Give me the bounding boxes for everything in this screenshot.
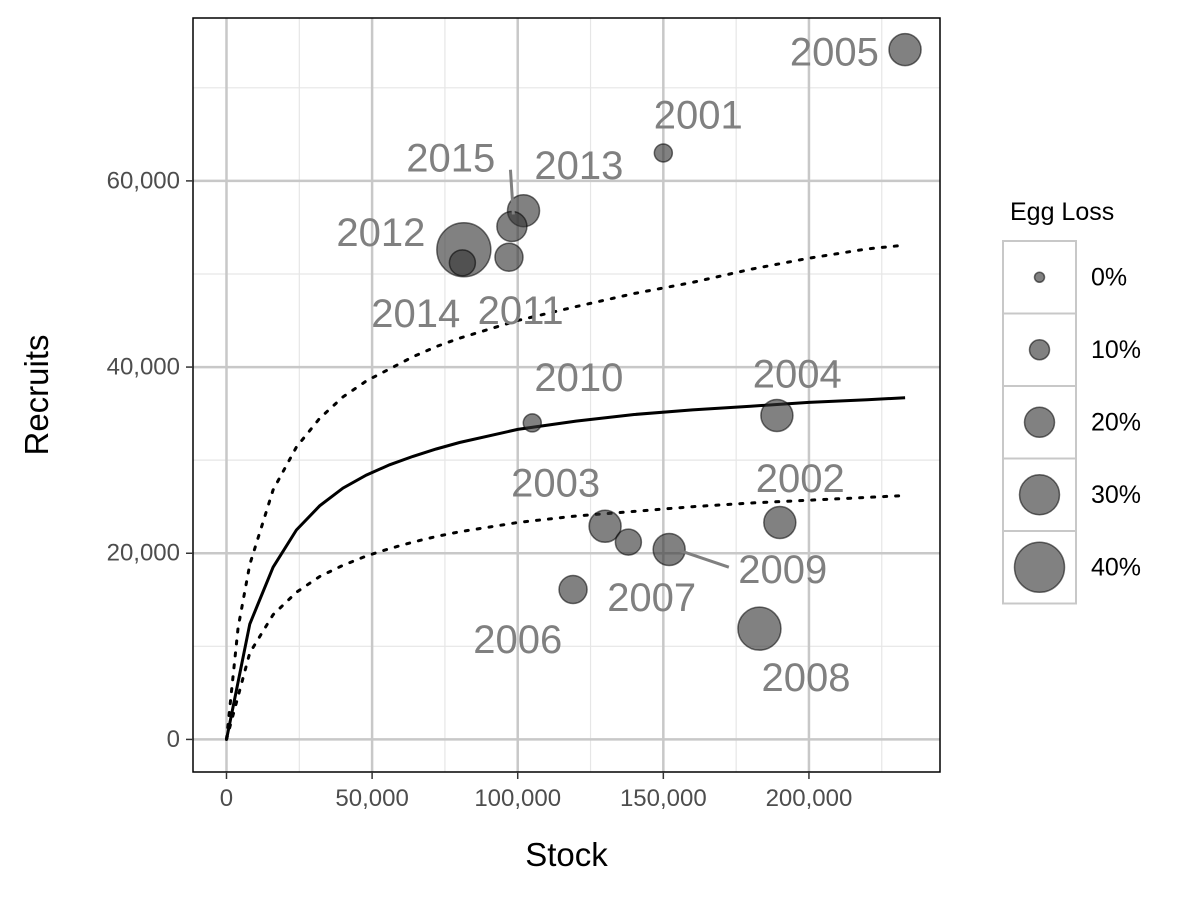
x-tick-label: 100,000 <box>474 785 561 812</box>
y-tick-label: 60,000 <box>107 167 180 194</box>
label-leader-line <box>508 169 515 215</box>
legend-item-label: 40% <box>1091 553 1141 581</box>
point-2009 <box>652 532 686 567</box>
axes-layer: 0 50,000 100,000 150,000 200,000 0 20,000 40,00… <box>107 167 853 812</box>
legend-title: Egg Loss <box>1010 198 1114 226</box>
legend-key-circle <box>1023 406 1056 438</box>
curve-fit <box>225 396 906 740</box>
point-label-2006: 2006 <box>473 618 562 662</box>
point-2015 <box>496 210 528 243</box>
curve-lower <box>225 494 907 741</box>
point-label-2001: 2001 <box>654 94 743 138</box>
point-label-2005: 2005 <box>790 30 879 74</box>
legend-item-label: 20% <box>1091 408 1141 436</box>
legend-key-box <box>1002 312 1077 387</box>
points-layer <box>436 32 922 651</box>
panel-border <box>192 17 941 773</box>
legend-item-label: 0% <box>1091 263 1127 291</box>
point-label-2004: 2004 <box>753 353 842 397</box>
point-2007 <box>614 528 643 556</box>
point-label-2008: 2008 <box>762 656 851 700</box>
point-label-2011: 2011 <box>478 289 564 333</box>
label-leader-line <box>678 549 730 569</box>
point-label-2009: 2009 <box>738 548 827 592</box>
point-2006 <box>558 574 588 605</box>
legend: Egg Loss 0% 10% 20% 30% 40% <box>1002 198 1141 605</box>
legend-item-label: 30% <box>1091 481 1141 509</box>
point-label-2012: 2012 <box>336 211 425 255</box>
legend-key-circle <box>1013 541 1066 593</box>
point-labels-layer: 2001 2002 2003 2004 2005 2006 2007 2008 2009 2010… <box>336 30 878 700</box>
point-2014 <box>448 249 477 277</box>
y-tick-label: 20,000 <box>107 540 180 567</box>
point-label-2010: 2010 <box>534 356 623 400</box>
y-axis-title: Recruits <box>18 334 55 455</box>
x-axis-title: Stock <box>525 836 608 873</box>
legend-item-label: 10% <box>1091 336 1141 364</box>
x-tick-label: 200,000 <box>766 785 853 812</box>
point-label-2014: 2014 <box>371 292 460 336</box>
grid-lines <box>193 18 940 772</box>
point-label-2002: 2002 <box>756 457 845 501</box>
legend-key-circle <box>1028 339 1051 361</box>
x-tick-label: 150,000 <box>620 785 707 812</box>
curve-upper <box>225 243 907 741</box>
legend-key-circle <box>1018 474 1061 516</box>
point-label-2013: 2013 <box>534 144 623 188</box>
point-2001 <box>653 143 674 163</box>
legend-key-circle <box>1033 271 1046 283</box>
curve-layer <box>225 243 907 741</box>
point-2011 <box>494 242 524 272</box>
point-2003 <box>588 509 622 544</box>
x-tick-label: 50,000 <box>335 785 408 812</box>
point-2010 <box>522 413 543 433</box>
point-2008 <box>737 606 782 651</box>
y-tick-label: 40,000 <box>107 354 180 381</box>
point-label-2003: 2003 <box>511 461 600 505</box>
point-2004 <box>760 398 794 433</box>
point-label-2007: 2007 <box>607 576 696 620</box>
point-2005 <box>888 32 922 67</box>
x-tick-label: 0 <box>220 785 233 812</box>
point-label-2015: 2015 <box>406 137 495 181</box>
y-tick-label: 0 <box>167 726 180 753</box>
point-2002 <box>763 505 797 540</box>
